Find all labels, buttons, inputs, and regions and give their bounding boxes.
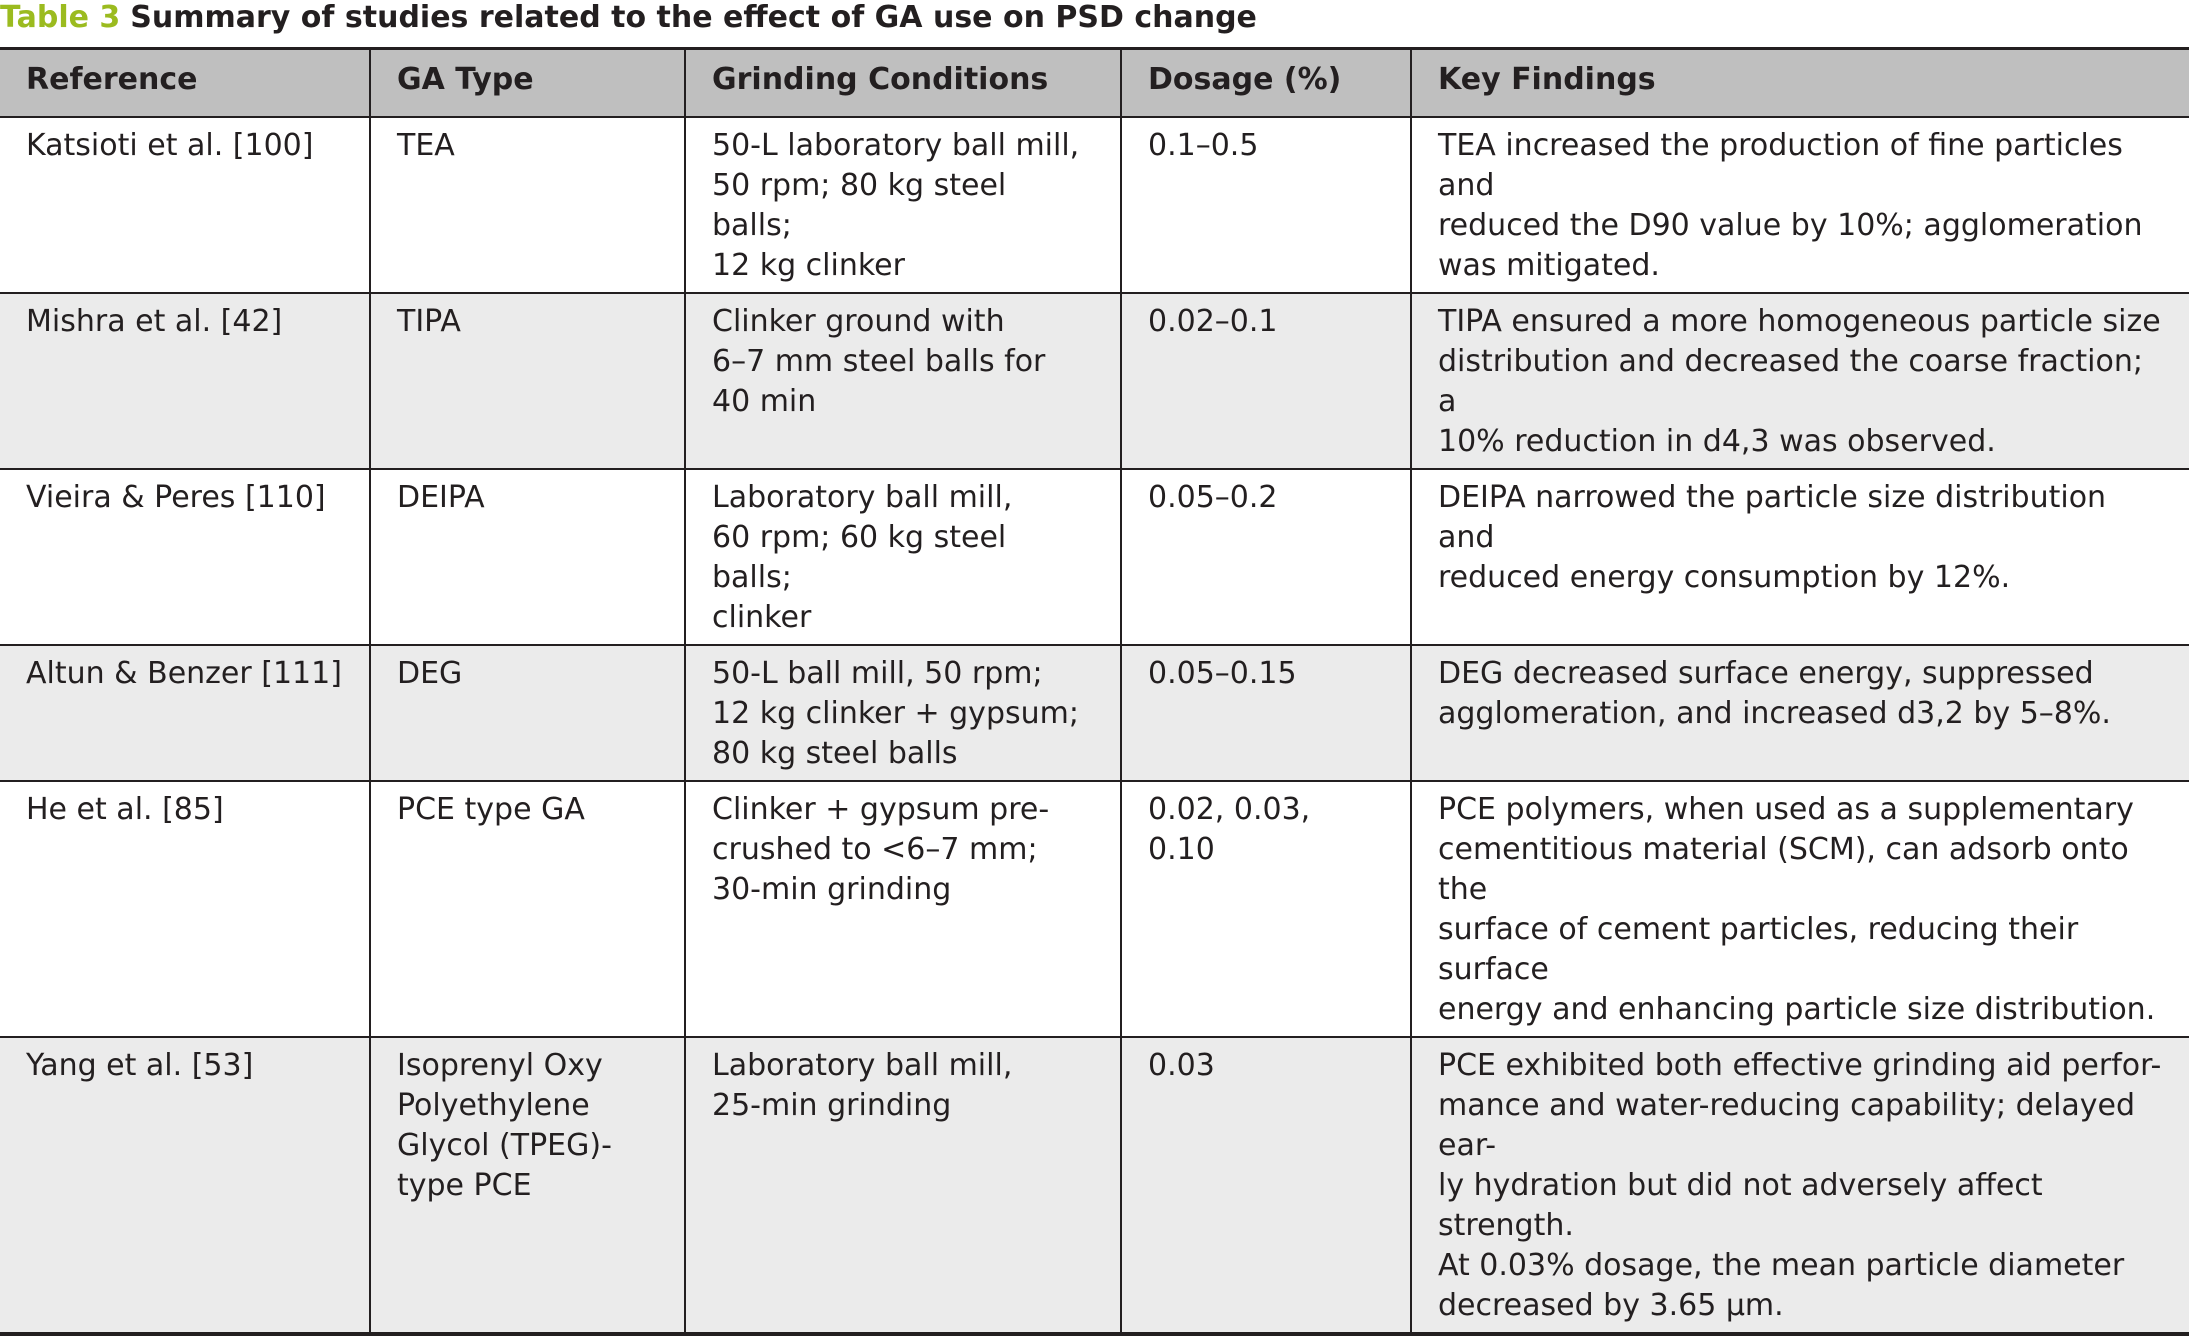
cell-dosage: 0.02–0.1 <box>1120 293 1411 469</box>
table-row: Yang et al. [53] Isoprenyl Oxy Polyethyl… <box>0 1037 2189 1334</box>
cell-key-findings: PCE exhibited both effective grinding ai… <box>1410 1037 2189 1334</box>
header-reference: Reference <box>26 62 198 97</box>
header-ga-type: GA Type <box>369 48 685 117</box>
cell-dosage: 0.02, 0.03, 0.10 <box>1120 781 1411 1037</box>
cell-reference: Altun & Benzer [111] <box>26 656 342 691</box>
cell-key-findings: DEIPA narrowed the particle size distrib… <box>1410 469 2189 645</box>
cell-ga-type: PCE type GA <box>369 781 685 1037</box>
cell-ga-type: TEA <box>369 117 685 293</box>
header-dosage: Dosage (%) <box>1120 48 1411 117</box>
cell-reference: Yang et al. [53] <box>26 1048 254 1083</box>
table-row: Altun & Benzer [111] DEG 50-L ball mill,… <box>0 645 2189 781</box>
table-row: Mishra et al. [42] TIPA Clinker ground w… <box>0 293 2189 469</box>
cell-reference: Mishra et al. [42] <box>26 304 283 339</box>
cell-dosage: 0.05–0.15 <box>1120 645 1411 781</box>
table-caption: Table 3 Summary of studies related to the… <box>0 0 1257 40</box>
cell-ga-type: DEIPA <box>369 469 685 645</box>
cell-reference: He et al. [85] <box>26 792 224 827</box>
cell-key-findings: TEA increased the production of fine par… <box>1410 117 2189 293</box>
cell-grinding-conditions: Clinker + gypsum pre- crushed to <6–7 mm… <box>684 781 1121 1037</box>
cell-grinding-conditions: 50-L laboratory ball mill, 50 rpm; 80 kg… <box>684 117 1121 293</box>
cell-key-findings: PCE polymers, when used as a supplementa… <box>1410 781 2189 1037</box>
table-row: Vieira & Peres [110] DEIPA Laboratory ba… <box>0 469 2189 645</box>
cell-ga-type: Isoprenyl Oxy Polyethylene Glycol (TPEG)… <box>369 1037 685 1334</box>
cell-reference: Katsioti et al. [100] <box>26 128 314 163</box>
cell-grinding-conditions: 50-L ball mill, 50 rpm; 12 kg clinker + … <box>684 645 1121 781</box>
cell-dosage: 0.05–0.2 <box>1120 469 1411 645</box>
header-grinding-conditions: Grinding Conditions <box>684 48 1121 117</box>
cell-ga-type: TIPA <box>369 293 685 469</box>
header-row: Reference GA Type Grinding Conditions Do… <box>0 48 2189 117</box>
cell-dosage: 0.1–0.5 <box>1120 117 1411 293</box>
header-key-findings: Key Findings <box>1410 48 2189 117</box>
cell-dosage: 0.03 <box>1120 1037 1411 1334</box>
cell-key-findings: DEG decreased surface energy, suppressed… <box>1410 645 2189 781</box>
studies-table: Reference GA Type Grinding Conditions Do… <box>0 47 2189 1336</box>
cell-grinding-conditions: Laboratory ball mill, 60 rpm; 60 kg stee… <box>684 469 1121 645</box>
table-row: He et al. [85] PCE type GA Clinker + gyp… <box>0 781 2189 1037</box>
cell-key-findings: TIPA ensured a more homogeneous particle… <box>1410 293 2189 469</box>
cell-ga-type: DEG <box>369 645 685 781</box>
table-label: Table 3 <box>0 0 121 35</box>
table-title: Summary of studies related to the effect… <box>130 0 1257 35</box>
cell-grinding-conditions: Clinker ground with 6–7 mm steel balls f… <box>684 293 1121 469</box>
cell-reference: Vieira & Peres [110] <box>26 480 326 515</box>
table-row: Katsioti et al. [100] TEA 50-L laborator… <box>0 117 2189 293</box>
cell-grinding-conditions: Laboratory ball mill, 25-min grinding <box>684 1037 1121 1334</box>
